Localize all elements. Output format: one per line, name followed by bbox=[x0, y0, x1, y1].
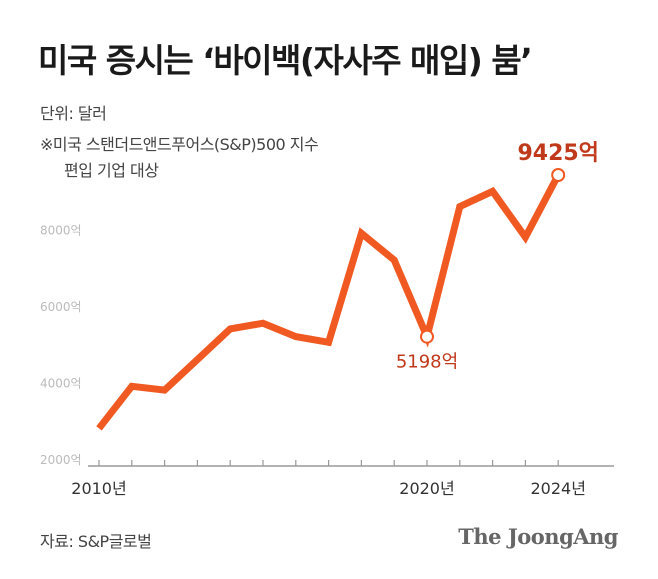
series-line bbox=[96, 173, 562, 431]
chart-title: 미국 증시는 ‘바이백(자사주 매입) 붐’ bbox=[38, 41, 533, 80]
x-tick-label: 2020년 bbox=[399, 479, 454, 498]
y-tick-label: 6000억 bbox=[40, 300, 82, 314]
source-label: 자료: S&P글로벌 bbox=[40, 532, 152, 551]
x-axis-ticks: 2010년 2020년 2024년 bbox=[71, 460, 586, 498]
unit-label: 단위: 달러 bbox=[40, 104, 107, 123]
annotations: 5198억 9425억 bbox=[396, 141, 599, 373]
brand-logo: The JoongAng bbox=[458, 524, 618, 549]
y-tick-label: 4000억 bbox=[40, 377, 82, 391]
x-tick-label: 2010년 bbox=[71, 479, 126, 498]
x-tick-label: 2024년 bbox=[530, 479, 585, 498]
footnote: ※미국 스탠더드앤드푸어스(S&P)500 지수 편입 기업 대상 bbox=[40, 132, 420, 184]
y-tick-label: 8000억 bbox=[40, 224, 82, 238]
annotation-latest: 9425억 bbox=[517, 141, 598, 166]
point-marker bbox=[420, 329, 434, 344]
y-tick-label: 2000억 bbox=[40, 453, 82, 467]
point-markers bbox=[420, 167, 566, 344]
footnote-line-1: ※미국 스탠더드앤드푸어스(S&P)500 지수 bbox=[40, 135, 319, 154]
footnote-line-2: 편입 기업 대상 bbox=[64, 161, 159, 180]
y-axis-ticks: 2000억 4000억 6000억 8000억 bbox=[40, 224, 82, 468]
annotation-min: 5198억 bbox=[396, 352, 458, 373]
point-marker bbox=[551, 167, 566, 182]
